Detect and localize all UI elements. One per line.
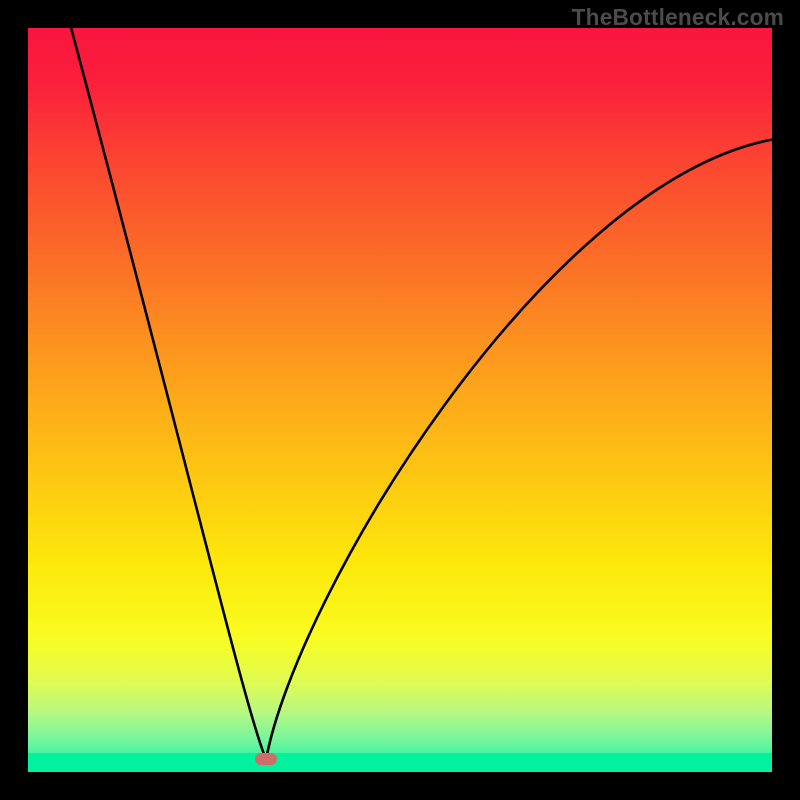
bottleneck-curve [28,28,772,772]
curve-path [71,28,772,759]
chart-frame: TheBottleneck.com [0,0,800,800]
plot-area [28,28,772,772]
minimum-marker [255,753,277,765]
watermark-text: TheBottleneck.com [572,4,784,31]
